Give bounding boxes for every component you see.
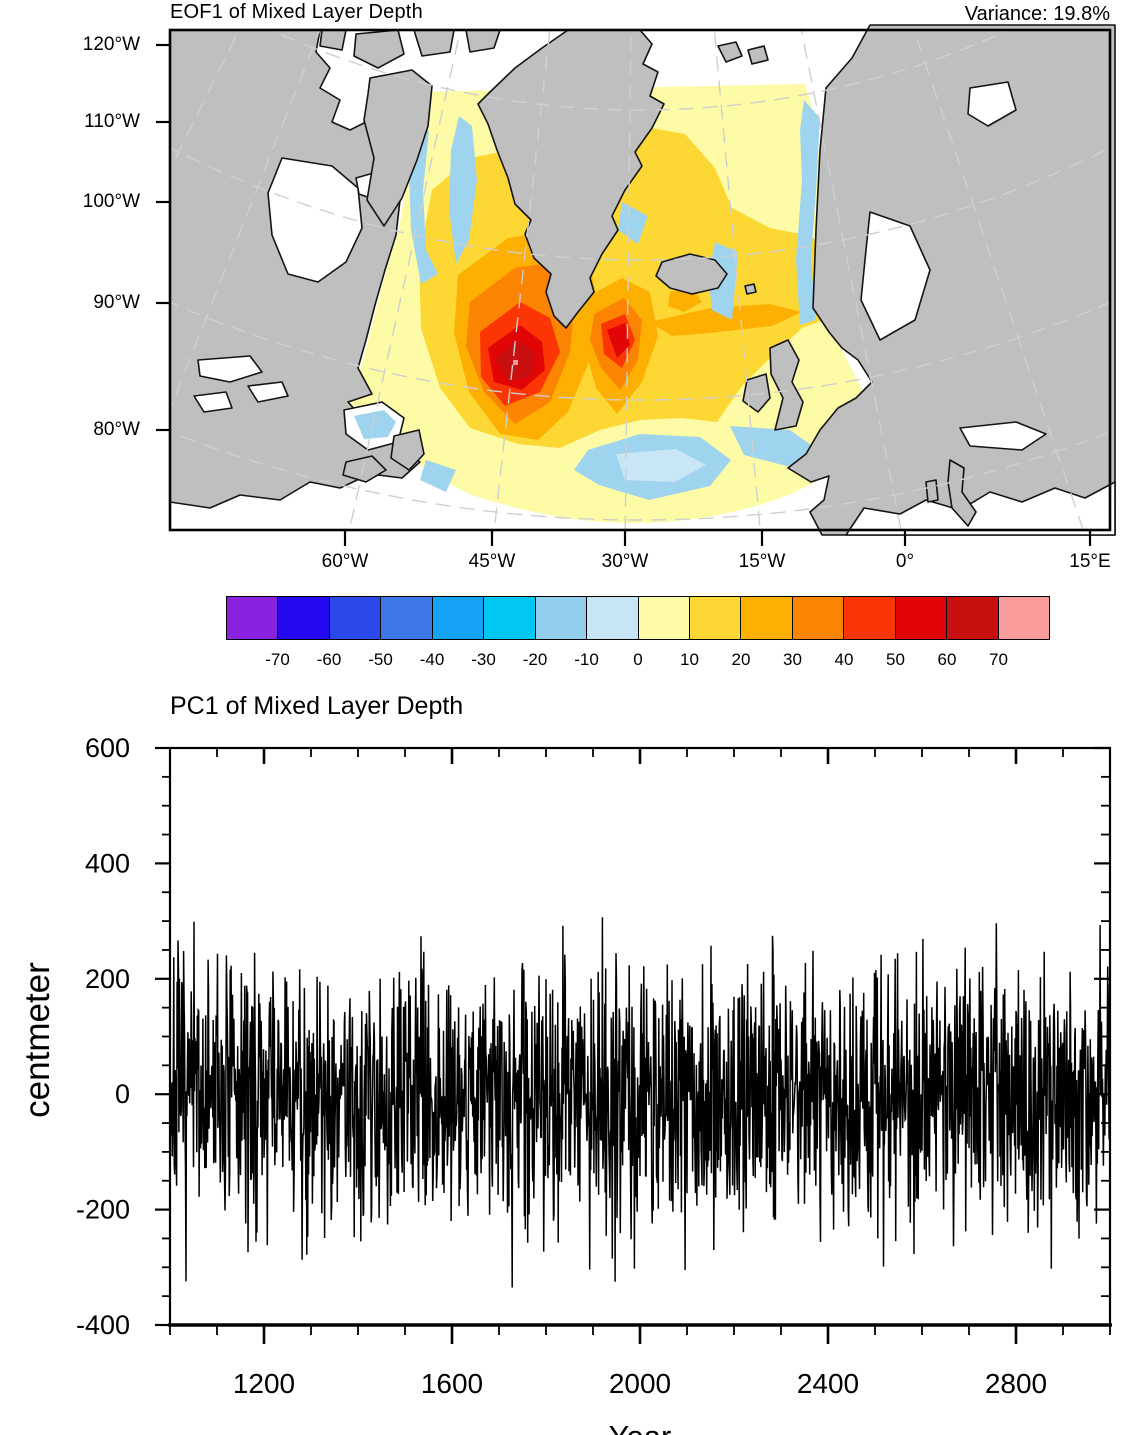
colorbar-cell: [278, 597, 330, 639]
pc1-x-tick-label: 2400: [797, 1368, 859, 1399]
colorbar-tick-label: 0: [633, 650, 643, 669]
colorbar-cell: [689, 597, 742, 639]
colorbar-tick-label: -60: [316, 650, 342, 669]
eof-map: [156, 24, 1116, 546]
colorbar-tick-label: -30: [471, 650, 496, 669]
great-lakes: [197, 355, 263, 383]
map-frame: [168, 28, 1112, 532]
colorbar-tick-label: 60: [937, 650, 957, 669]
colorbar-cell: [329, 597, 382, 639]
colorbar-tick-label: 30: [783, 650, 802, 669]
pc1-y-tick-label: -200: [76, 1195, 130, 1225]
colorbar-cell: [587, 597, 639, 639]
colorbar-tick-label: 10: [680, 650, 699, 669]
map-y-tick-label: 80°W: [93, 419, 140, 440]
map-y-tick-label: 120°W: [82, 34, 140, 55]
gulf-blue-patch: [354, 410, 396, 439]
svalbard: [717, 41, 743, 63]
great-lakes: [193, 391, 233, 413]
map-x-tick-label: 0°: [895, 551, 915, 572]
colorbar-tick-label: -40: [419, 650, 445, 669]
colorbar-cell: [381, 597, 433, 639]
black-sea: [959, 421, 1047, 451]
newfoundland: [390, 429, 425, 471]
pc1-axis-ticks: [155, 746, 1111, 1344]
pc1-x-tick-label: 2000: [609, 1368, 671, 1399]
map-y-tick-label: 100°W: [82, 191, 140, 212]
sardinia: [925, 479, 939, 503]
colorbar-tick-label: 50: [886, 650, 905, 669]
pc1-x-axis-label: Year: [609, 1419, 672, 1435]
faroe-islands: [744, 283, 757, 295]
pc1-y-tick-label: 400: [85, 848, 130, 878]
pc1-y-tick-label: 200: [85, 964, 130, 994]
pc1-title: PC1 of Mixed Layer Depth: [170, 692, 464, 720]
map-y-tick-label: 90°W: [93, 292, 140, 313]
map-x-tick-label: 45°W: [468, 551, 516, 572]
colorbar-cell: [895, 597, 948, 639]
baltic-sea: [860, 211, 931, 341]
colorbar: [226, 596, 1050, 640]
colorbar-cell: [638, 597, 690, 639]
graticule: [170, 30, 1110, 530]
mediterranean-sea: [845, 481, 1116, 536]
ireland: [742, 373, 771, 413]
white-sea: [967, 81, 1017, 127]
svalbard: [747, 45, 769, 65]
colorbar-cell: [844, 597, 896, 639]
arctic-island: [413, 29, 455, 57]
map-x-tick-label: 15°E: [1069, 551, 1111, 572]
variance-label: Variance: 19.8%: [964, 3, 1110, 25]
map-x-tick-label: 60°W: [321, 551, 369, 572]
colorbar-tick-label: 20: [731, 650, 751, 669]
map-x-tick-label: 15°W: [738, 551, 786, 572]
colorbar-cell: [947, 597, 999, 639]
pc1-x-tick-label: 2800: [985, 1368, 1047, 1399]
colorbar-cell: [432, 597, 485, 639]
eof-map-title: EOF1 of Mixed Layer Depth: [170, 1, 423, 23]
colorbar-cell: [741, 597, 793, 639]
great-britain: [769, 339, 804, 431]
colorbar-tick-label: -20: [522, 650, 548, 669]
nova-scotia: [342, 455, 387, 483]
pc1-y-tick-label: 600: [85, 733, 130, 763]
colorbar-tick-label: 70: [989, 650, 1008, 669]
colorbar-cell: [535, 597, 588, 639]
colorbar-cell: [227, 597, 279, 639]
great-lakes: [247, 381, 289, 403]
iceland: [655, 253, 728, 295]
pc1-series-line: [169, 917, 1111, 1288]
pc1-x-tick-label: 1600: [421, 1368, 483, 1399]
pc1-y-tick-label: 0: [115, 1079, 130, 1109]
map-y-tick-label: 110°W: [84, 111, 140, 132]
land-masses: [169, 24, 1116, 536]
colorbar-tick-label: 40: [834, 650, 854, 669]
map-x-tick-label: 30°W: [601, 551, 649, 572]
colorbar-cell: [484, 597, 536, 639]
pc1-x-tick-label: 1200: [233, 1368, 295, 1399]
colorbar-tick-label: -50: [368, 650, 393, 669]
colorbar-cell: [998, 597, 1049, 639]
arctic-island: [319, 29, 347, 51]
colorbar-tick-label: -70: [265, 650, 290, 669]
colorbar-tick-label: -10: [574, 650, 599, 669]
pc1-y-tick-label: -400: [76, 1310, 130, 1340]
baffin-island: [363, 69, 433, 227]
colorbar-cell: [792, 597, 845, 639]
pink-core-dot: [513, 360, 518, 365]
eurasia-landmass: [787, 24, 1116, 536]
map-axis-ticks: [156, 43, 1092, 546]
greenland-landmass: [477, 29, 665, 329]
hudson-bay: [267, 157, 363, 283]
italy: [947, 459, 977, 527]
